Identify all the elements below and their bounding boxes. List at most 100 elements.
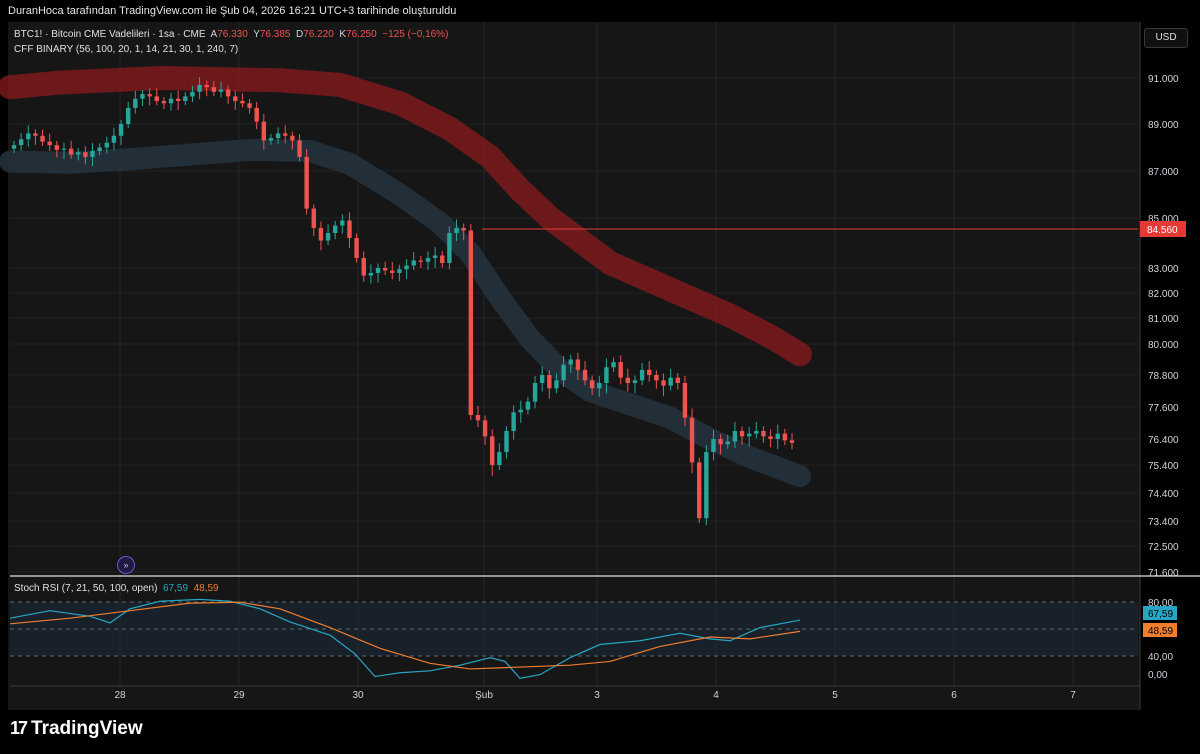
candle-body bbox=[639, 369, 645, 381]
candle-body bbox=[304, 156, 309, 209]
candle-body bbox=[447, 233, 452, 263]
candle-body bbox=[647, 369, 652, 375]
candle-body bbox=[746, 433, 752, 437]
candle-body bbox=[18, 139, 24, 146]
candle-body bbox=[418, 260, 424, 262]
candle-body bbox=[539, 375, 545, 383]
stoch-k-value: 67,59 bbox=[163, 583, 189, 594]
candle-body bbox=[704, 452, 709, 519]
y-tick-label: 91.000 bbox=[1148, 74, 1179, 85]
candle-body bbox=[218, 89, 224, 92]
candle-body bbox=[504, 431, 509, 452]
stoch-k-box bbox=[1143, 606, 1177, 620]
candle-body bbox=[518, 409, 523, 413]
high-value: 76.385 bbox=[259, 29, 291, 40]
candle-body bbox=[275, 133, 281, 139]
x-tick-label: 7 bbox=[1070, 690, 1076, 701]
candle-body bbox=[76, 152, 81, 155]
candle-body bbox=[268, 138, 274, 141]
y-tick-label: 89.000 bbox=[1148, 120, 1179, 131]
x-tick-label: 28 bbox=[114, 690, 126, 701]
candle-body bbox=[61, 148, 67, 150]
candle-body bbox=[611, 362, 616, 368]
candle-body bbox=[233, 96, 238, 101]
candle-body bbox=[404, 265, 409, 270]
candle-body bbox=[468, 230, 474, 415]
y-tick-label: 82.000 bbox=[1148, 289, 1179, 300]
candle-body bbox=[604, 367, 609, 383]
stoch-k-box-label: 67,59 bbox=[1148, 609, 1173, 620]
y-tick-label: 71.600 bbox=[1148, 568, 1179, 579]
candle-body bbox=[668, 377, 673, 386]
candle-body bbox=[568, 359, 573, 365]
candle-body bbox=[40, 135, 45, 142]
stoch-legend[interactable]: Stoch RSI (7, 21, 50, 100, open) 67,59 4… bbox=[14, 583, 219, 594]
candle-body bbox=[689, 417, 695, 463]
stoch-d-box-label: 48,59 bbox=[1148, 626, 1173, 637]
price-label-box bbox=[1140, 221, 1186, 237]
symbol-title[interactable]: BTC1! · Bitcoin CME Vadelileri · 1sa · C… bbox=[14, 29, 206, 40]
stoch-level-label: 0,00 bbox=[1148, 670, 1168, 681]
candle-body bbox=[104, 142, 109, 148]
candle-body bbox=[390, 270, 395, 273]
footer-bar bbox=[0, 710, 1200, 754]
candle-body bbox=[175, 98, 181, 101]
candle-body bbox=[597, 383, 602, 389]
candle-body bbox=[133, 98, 138, 108]
open-label: A bbox=[210, 29, 218, 40]
candle-body bbox=[283, 133, 288, 136]
candle-body bbox=[354, 238, 359, 258]
stoch-d-box bbox=[1143, 623, 1177, 637]
upper-band bbox=[0, 65, 812, 367]
candle-body bbox=[54, 145, 60, 150]
candle-body bbox=[718, 439, 723, 445]
y-tick-label: 75.400 bbox=[1148, 461, 1179, 472]
candle-body bbox=[618, 362, 623, 378]
open-value: 76.330 bbox=[217, 29, 248, 40]
candle-body bbox=[732, 431, 738, 442]
currency-button[interactable]: USD bbox=[1144, 28, 1188, 48]
close-value: 76.250 bbox=[346, 29, 377, 40]
candle-body bbox=[147, 94, 152, 97]
candle-body bbox=[382, 268, 388, 271]
candle-body bbox=[625, 377, 631, 383]
y-tick-label: 78.800 bbox=[1148, 371, 1179, 382]
candle-body bbox=[525, 401, 531, 410]
y-tick-label: 83.000 bbox=[1148, 264, 1179, 275]
candle-body bbox=[83, 152, 88, 157]
candle-body bbox=[725, 441, 730, 445]
candle-body bbox=[68, 148, 74, 155]
candle-body bbox=[204, 84, 209, 88]
candle-body bbox=[168, 98, 174, 104]
y-tick-label: 87.000 bbox=[1148, 167, 1179, 178]
price-axis-bg bbox=[1140, 22, 1200, 710]
chart-frame bbox=[8, 22, 1200, 710]
brand-logo: 17 TradingView bbox=[10, 718, 143, 740]
x-tick-label: 4 bbox=[713, 690, 719, 701]
candle-body bbox=[311, 208, 316, 228]
candle-body bbox=[632, 380, 638, 383]
low-label: D bbox=[296, 29, 304, 40]
y-tick-label: 74.400 bbox=[1148, 489, 1179, 500]
brand-name: TradingView bbox=[31, 718, 143, 739]
candle-body bbox=[654, 375, 659, 381]
candle-body bbox=[461, 228, 466, 231]
chevrons-right-icon[interactable]: » bbox=[117, 556, 135, 574]
grid bbox=[10, 22, 1138, 686]
x-tick-label: 3 bbox=[594, 690, 600, 701]
candle-body bbox=[754, 431, 759, 434]
candles bbox=[11, 77, 795, 526]
candle-body bbox=[761, 431, 766, 437]
candle-body bbox=[225, 89, 231, 97]
candle-body bbox=[711, 439, 716, 452]
x-tick-label: 29 bbox=[233, 690, 245, 701]
candle-body bbox=[682, 383, 688, 418]
candle-body bbox=[347, 220, 352, 238]
candle-body bbox=[532, 383, 538, 402]
candle-body bbox=[161, 101, 167, 104]
candle-body bbox=[497, 452, 502, 465]
candle-body bbox=[775, 433, 780, 439]
indicator-legend[interactable]: CFF BINARY (56, 100, 20, 1, 14, 21, 30, … bbox=[14, 44, 239, 55]
y-tick-label: 73.400 bbox=[1148, 517, 1179, 528]
